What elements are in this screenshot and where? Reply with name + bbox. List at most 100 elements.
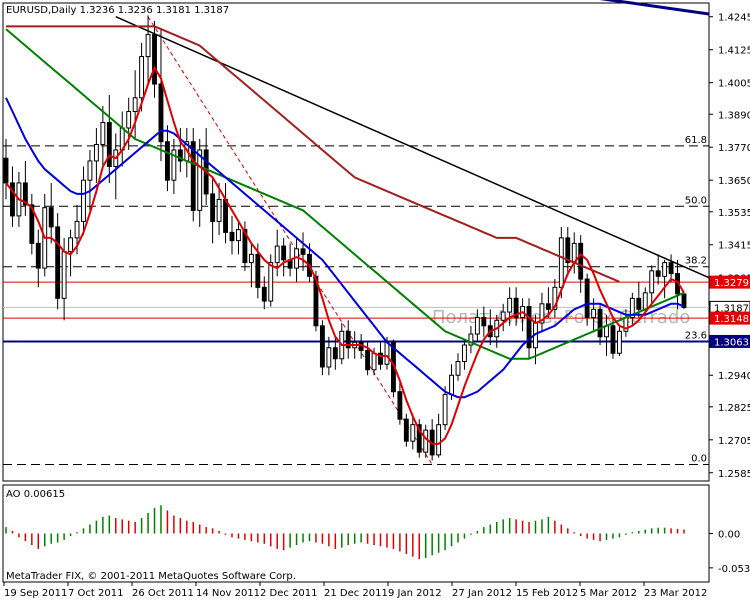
candle-body [216, 198, 222, 222]
candle-body [474, 317, 480, 335]
candle-body [93, 143, 99, 162]
candle-body [332, 347, 338, 360]
price-tick-label: 1.4245 [718, 13, 750, 24]
candle-body [345, 330, 351, 349]
candle-body [281, 245, 287, 261]
candle-body [662, 262, 668, 277]
candle-body [210, 193, 216, 222]
candle-body [365, 350, 371, 371]
candle-body [242, 229, 248, 264]
candle-body [410, 424, 416, 442]
candle-body [326, 347, 332, 368]
price-tick-label: 1.2825 [718, 403, 750, 414]
ma-200-line [6, 25, 620, 283]
candle-body [371, 352, 377, 371]
candle-body [74, 220, 80, 239]
candle-body [68, 237, 74, 253]
ao-header: AO 0.00615 [6, 489, 65, 500]
copyright-text: MetaTrader FIX, © 2001-2011 MetaQuotes S… [6, 571, 296, 582]
main-plot-frame [2, 2, 710, 482]
price-tick-label: 1.3890 [718, 110, 750, 121]
candle-body [552, 286, 558, 310]
candle-body [513, 297, 519, 319]
date-tick-label: 9 Jan 2012 [388, 588, 442, 599]
ma-fast-line [5, 65, 685, 445]
fib-level-label: 0.0 [691, 454, 707, 465]
candle-body [171, 149, 177, 181]
fib-level-label: 38.2 [685, 256, 707, 267]
candle-body [55, 226, 61, 299]
candle-body [597, 308, 603, 338]
candle-body [642, 292, 648, 310]
price-label-box [709, 311, 750, 325]
candle-body [636, 297, 642, 310]
date-tick-label: 27 Jan 2012 [452, 588, 512, 599]
candle-body [3, 157, 9, 184]
candle-body [616, 330, 622, 354]
candle-body [578, 242, 584, 280]
candle-body [313, 275, 319, 327]
candle-body [248, 253, 254, 264]
candle-body [455, 361, 461, 376]
candle-body [10, 182, 15, 217]
candle-body [61, 251, 67, 299]
price-label-box [709, 334, 750, 348]
price-tick-label: 1.2940 [718, 371, 750, 382]
candle-body [442, 393, 448, 426]
watermark-text: Полат Алиев, Forex Cerrado [432, 307, 690, 328]
date-tick-label: 2 Dec 2011 [260, 588, 318, 599]
descending-trendline [115, 16, 710, 279]
candle-body [158, 83, 164, 143]
candle-body [378, 352, 383, 365]
date-tick-label: 26 Oct 2011 [132, 588, 194, 599]
price-tick-label: 1.3650 [718, 176, 750, 187]
candle-body [106, 122, 112, 167]
candle-body [500, 311, 506, 321]
candle-body [468, 333, 474, 346]
price-tick-label: 1.3770 [718, 143, 750, 154]
candle-body [403, 418, 409, 442]
candle-body [22, 182, 28, 206]
candle-body [152, 34, 157, 85]
price-tick-label: 1.4125 [718, 46, 750, 57]
candle-body [236, 229, 241, 242]
candle-body [197, 149, 203, 211]
candle-body [319, 325, 325, 368]
candle-body [126, 111, 132, 129]
candle-body [629, 297, 635, 319]
price-label-text: 1.3279 [714, 278, 749, 289]
candle-body [229, 231, 235, 242]
ao-tick-label: -0.05354 [718, 564, 750, 575]
date-tick-label: 21 Dec 2011 [324, 588, 388, 599]
upper-trendline [599, 0, 710, 16]
candle-body [139, 56, 145, 99]
date-tick-label: 19 Sep 2011 [4, 588, 67, 599]
candle-body [591, 308, 597, 319]
price-tick-label: 1.3535 [718, 208, 750, 219]
candle-body [507, 297, 513, 313]
candle-body [81, 179, 86, 222]
price-tick-label: 1.2585 [718, 469, 750, 480]
date-tick-label: 5 Mar 2012 [580, 588, 637, 599]
price-tick-label: 1.4005 [718, 79, 750, 90]
candle-body [132, 97, 138, 113]
candle-body [545, 303, 551, 310]
candle-body [35, 242, 41, 269]
candle-body [681, 293, 687, 308]
candle-body [526, 306, 532, 349]
candle-body [145, 34, 151, 58]
ma-slow-line [5, 28, 685, 360]
candle-body [255, 253, 261, 288]
candle-body [100, 122, 106, 145]
chart-header: EURUSD,Daily 1.3236 1.3236 1.3181 1.3187 [6, 5, 229, 16]
candle-body [48, 207, 54, 228]
price-label-text: 1.3187 [714, 303, 749, 314]
price-tick-label: 1.2705 [718, 436, 750, 447]
candle-body [423, 429, 429, 453]
candle-body [584, 278, 590, 319]
candle-body [397, 391, 403, 420]
candle-body [87, 160, 93, 181]
candle-body [164, 141, 170, 181]
date-tick-label: 7 Oct 2011 [68, 588, 123, 599]
